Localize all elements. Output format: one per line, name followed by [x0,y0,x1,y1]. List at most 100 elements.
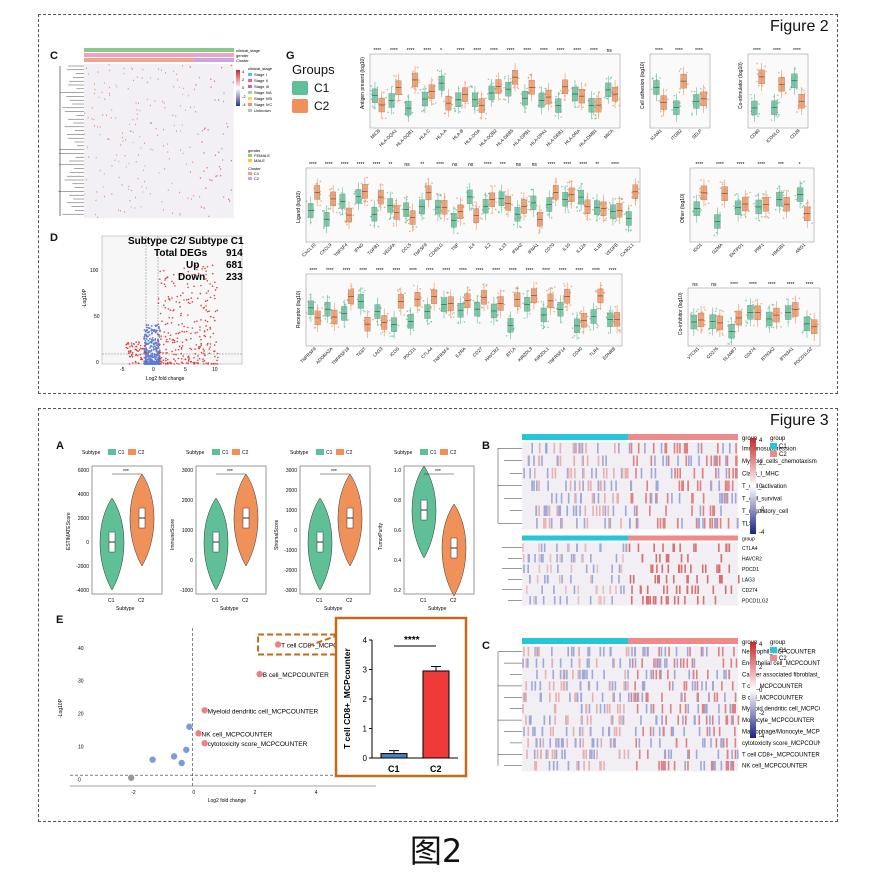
volcano-point [193,321,196,323]
heatmap-cell [573,585,576,594]
heatmap-cell [710,738,712,748]
volcano-point [150,355,153,358]
heatmap-cell [553,596,556,605]
box-point [543,326,546,328]
heatmap-cell [658,647,660,657]
y-tick: 30 [78,679,84,685]
box-point [794,68,797,70]
heatmap-cell [650,468,653,479]
box-point [617,197,620,200]
volcano-point [202,307,205,309]
significance-label: **** [806,282,814,288]
heatmap-cell [575,692,577,702]
box-point [719,212,721,214]
x-axis-label: Subtype [220,606,239,612]
box-point [490,321,493,323]
y-axis-label: Ligand (log10) [296,191,302,223]
box-point [696,325,698,328]
volcano-point [188,357,191,359]
box-point [586,324,589,327]
volcano-point [214,355,216,358]
heatmap-cell [551,658,553,668]
heatmap-cell [549,715,551,725]
heatmap-cell [572,669,574,680]
volcano-point [202,358,204,360]
box-point [523,106,525,108]
heatmap-cell [635,738,638,748]
legend-swatch [248,85,252,88]
box-point [396,289,399,291]
heatmap-cell [569,692,571,702]
box-point [803,89,805,92]
heatmap-cell [702,518,704,529]
heatmap-cell [557,692,560,702]
box-point [594,117,596,120]
heatmap-cell [582,669,585,680]
volcano-point [164,323,167,326]
box-point [388,332,391,335]
box-point [443,112,446,115]
heatmap-cell [694,681,696,691]
box-point [704,203,707,206]
box-point [391,335,393,337]
volcano-point [214,362,217,365]
legend-swatch [232,449,240,455]
heatmap-cell [662,455,664,466]
heatmap-cell [574,554,576,563]
heatmap-cell [548,692,551,702]
legend-swatch [248,109,252,112]
heatmap-cell [597,493,600,504]
volcano-point [158,336,161,338]
heatmap-cell [544,518,547,529]
heatmap-cell [586,518,589,529]
gene-label: CD40 [571,346,583,358]
legend-item: C1 [314,81,330,95]
heatmap-cell [581,443,584,454]
box-point [594,114,597,117]
y-axis-label: Cell adhesion (log10) [640,61,646,109]
volcano-point [176,340,179,343]
box-point [387,111,389,114]
box-point [499,98,501,101]
gene-label: PDCD1LG2 [793,346,814,367]
heatmap-cell [656,658,659,668]
volcano-point [194,352,197,355]
box-point [733,310,736,313]
heatmap-cell [725,493,728,504]
heatmap-cell [723,669,725,680]
heatmap-cell [535,596,537,605]
heatmap-cell [599,543,601,552]
box-point [720,309,723,312]
heatmap-cell [684,596,686,605]
heatmap-cell [714,596,717,605]
box-point [462,301,465,303]
box-point [750,93,752,96]
heatmap-cell [697,585,699,594]
volcano-point [211,264,214,267]
volcano-point [205,362,207,365]
box-point [803,180,805,183]
heatmap-cell [172,114,174,116]
box-point [503,86,505,89]
heatmap-cell [660,596,663,605]
box-point [544,103,547,106]
box-point [421,306,423,308]
heatmap-cell [572,647,575,657]
heatmap-cell [638,738,641,748]
heatmap-cell [580,692,583,702]
heatmap-cell [698,455,700,466]
heatmap-cell [209,179,211,181]
legend-item: C1 [779,648,787,654]
group-label: group [742,537,755,543]
gene-label: CCL5 [400,242,412,254]
heatmap-cell [710,480,713,491]
gene-label: BTLA [505,346,517,358]
box-point [457,220,459,222]
heatmap-cell [700,647,703,657]
box-point [745,299,747,302]
heatmap-cell [230,159,232,162]
heatmap-cell [93,118,95,121]
legend-item: C2 [138,450,145,456]
heatmap-cell [604,505,607,516]
significance-label: **** [590,48,598,54]
